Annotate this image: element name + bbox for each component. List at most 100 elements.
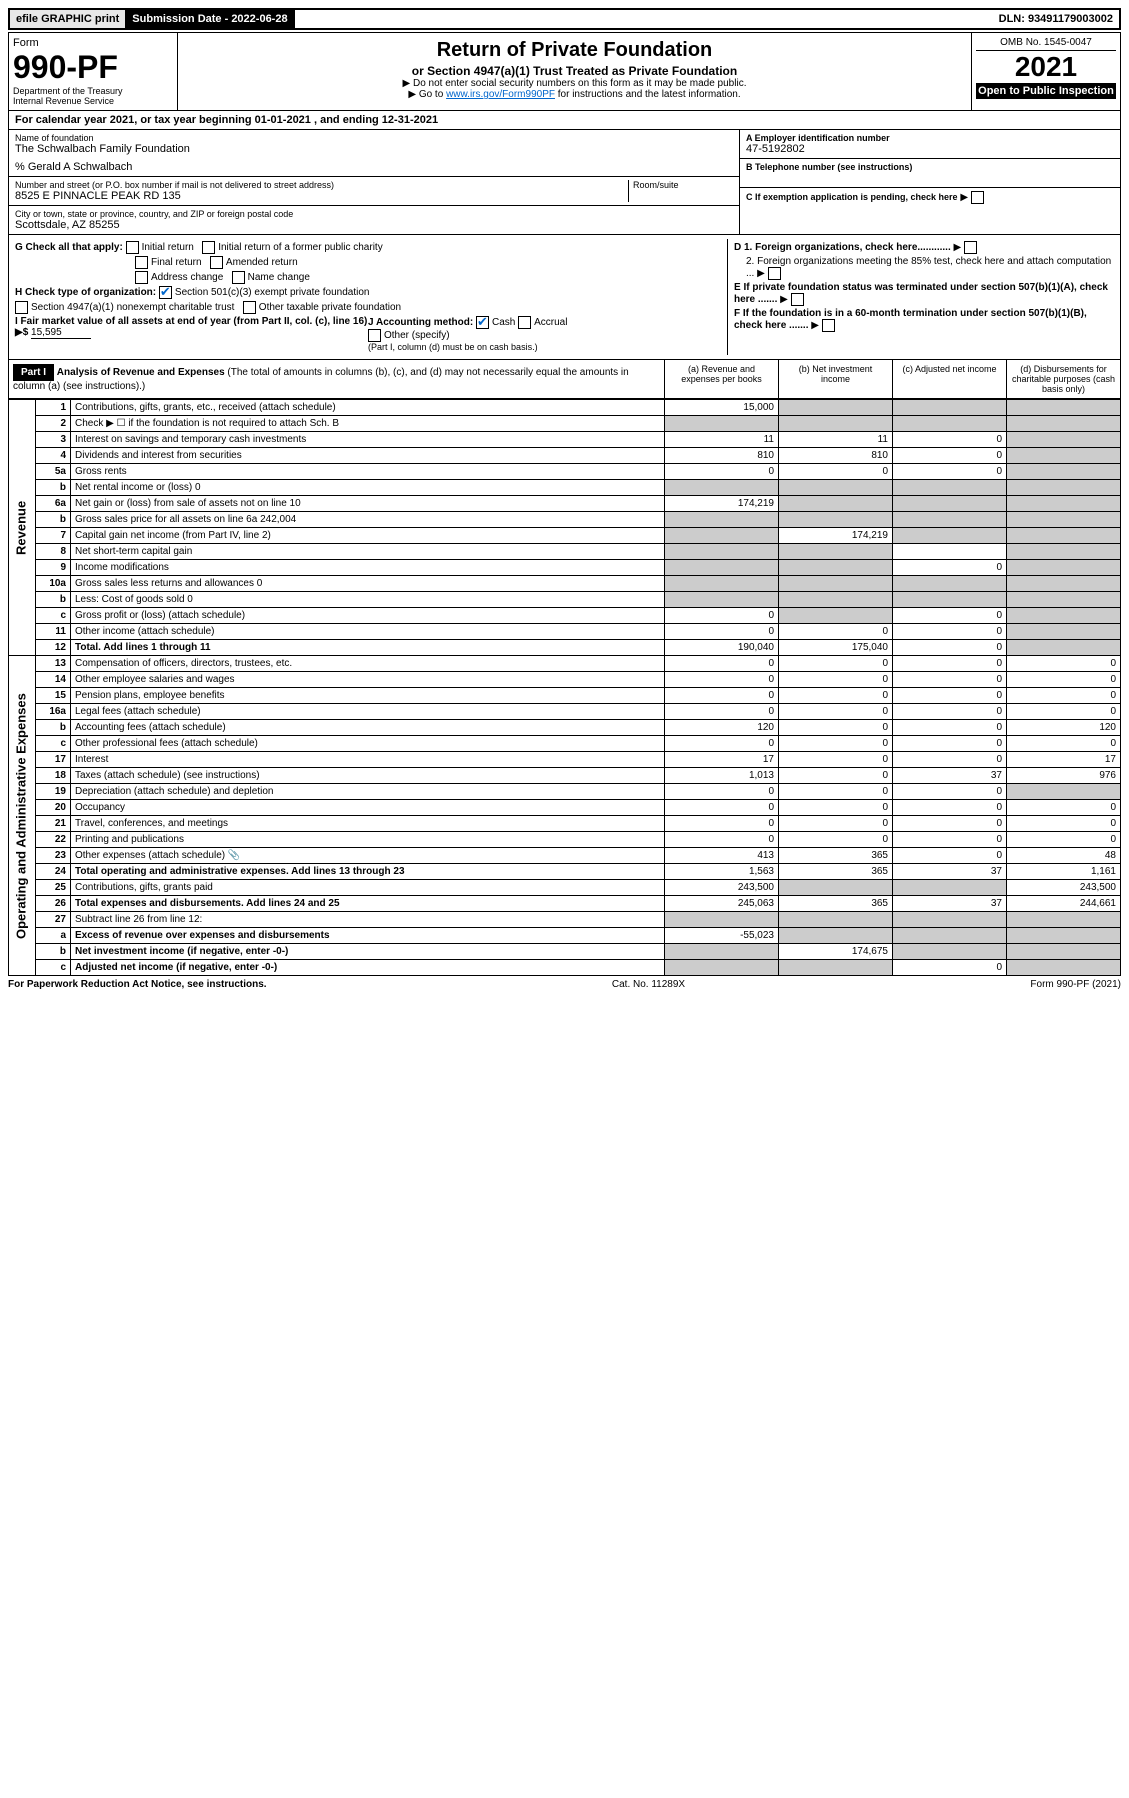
line-number: 14	[36, 672, 71, 688]
footer-left: For Paperwork Reduction Act Notice, see …	[8, 979, 267, 990]
line-number: 20	[36, 800, 71, 816]
amount-cell: 1,013	[665, 768, 779, 784]
amount-cell: 413	[665, 848, 779, 864]
amount-cell: 11	[665, 432, 779, 448]
amount-cell: 15,000	[665, 400, 779, 416]
amount-cell: 174,675	[779, 944, 893, 960]
line-number: b	[36, 480, 71, 496]
line-number: c	[36, 608, 71, 624]
calendar-year-line: For calendar year 2021, or tax year begi…	[8, 111, 1121, 130]
room-label: Room/suite	[633, 180, 733, 190]
table-row: 19Depreciation (attach schedule) and dep…	[9, 784, 1121, 800]
amount-cell: 0	[893, 640, 1007, 656]
ein-label: A Employer identification number	[746, 133, 1114, 143]
h-opt-1: Section 501(c)(3) exempt private foundat…	[175, 287, 370, 298]
line-number: a	[36, 928, 71, 944]
line-number: b	[36, 944, 71, 960]
amount-cell	[779, 912, 893, 928]
f-checkbox[interactable]	[822, 319, 835, 332]
amount-cell	[1007, 640, 1121, 656]
table-row: cAdjusted net income (if negative, enter…	[9, 960, 1121, 976]
g-initial-public[interactable]	[202, 241, 215, 254]
col-d-header: (d) Disbursements for charitable purpose…	[1006, 360, 1120, 398]
amount-cell	[893, 912, 1007, 928]
dln: DLN: 93491179003002	[993, 10, 1119, 28]
city-state-zip: Scottsdale, AZ 85255	[15, 219, 733, 231]
g-amended[interactable]	[210, 256, 223, 269]
amount-cell: 0	[893, 688, 1007, 704]
j-cash-checkbox[interactable]	[476, 316, 489, 329]
amount-cell	[893, 880, 1007, 896]
g-final-return[interactable]	[135, 256, 148, 269]
amount-cell	[1007, 496, 1121, 512]
amount-cell: 0	[1007, 656, 1121, 672]
line-description: Interest	[71, 752, 665, 768]
h-other-checkbox[interactable]	[243, 301, 256, 314]
line-number: 23	[36, 848, 71, 864]
form990pf-link[interactable]: www.irs.gov/Form990PF	[446, 89, 555, 100]
amount-cell: 0	[779, 800, 893, 816]
amount-cell: 0	[1007, 672, 1121, 688]
amount-cell	[665, 560, 779, 576]
amount-cell	[893, 480, 1007, 496]
line-description: Net rental income or (loss) 0	[71, 480, 665, 496]
amount-cell: 190,040	[665, 640, 779, 656]
amount-cell	[893, 528, 1007, 544]
h-4947-checkbox[interactable]	[15, 301, 28, 314]
side-label-expenses: Operating and Administrative Expenses	[9, 656, 36, 976]
line-number: 12	[36, 640, 71, 656]
d1-checkbox[interactable]	[964, 241, 977, 254]
amount-cell	[779, 576, 893, 592]
table-row: 25Contributions, gifts, grants paid243,5…	[9, 880, 1121, 896]
amount-cell: 0	[1007, 800, 1121, 816]
efile-print-button[interactable]: efile GRAPHIC print	[10, 10, 126, 28]
footer-cat: Cat. No. 11289X	[612, 979, 685, 990]
amount-cell	[779, 608, 893, 624]
table-row: 6aNet gain or (loss) from sale of assets…	[9, 496, 1121, 512]
table-row: 26Total expenses and disbursements. Add …	[9, 896, 1121, 912]
amount-cell: 0	[779, 720, 893, 736]
table-row: 15Pension plans, employee benefits0000	[9, 688, 1121, 704]
e-checkbox[interactable]	[791, 293, 804, 306]
line-number: 18	[36, 768, 71, 784]
amount-cell	[665, 944, 779, 960]
side-label-revenue: Revenue	[9, 400, 36, 656]
table-row: 3Interest on savings and temporary cash …	[9, 432, 1121, 448]
g-address-change[interactable]	[135, 271, 148, 284]
amount-cell	[779, 512, 893, 528]
line-number: 26	[36, 896, 71, 912]
col-a-header: (a) Revenue and expenses per books	[664, 360, 778, 398]
g-name-change[interactable]	[232, 271, 245, 284]
col-b-header: (b) Net investment income	[778, 360, 892, 398]
amount-cell: 0	[1007, 816, 1121, 832]
j-other-checkbox[interactable]	[368, 329, 381, 342]
line-description: Other employee salaries and wages	[71, 672, 665, 688]
line-number: 17	[36, 752, 71, 768]
line-number: 4	[36, 448, 71, 464]
line-description: Total expenses and disbursements. Add li…	[71, 896, 665, 912]
d2-checkbox[interactable]	[768, 267, 781, 280]
amount-cell	[1007, 432, 1121, 448]
g-initial-return[interactable]	[126, 241, 139, 254]
i-value: 15,595	[31, 327, 91, 339]
amount-cell: 0	[893, 800, 1007, 816]
table-row: 17Interest170017	[9, 752, 1121, 768]
line-number: b	[36, 592, 71, 608]
amount-cell	[665, 480, 779, 496]
page-footer: For Paperwork Reduction Act Notice, see …	[8, 976, 1121, 993]
line-description: Total operating and administrative expen…	[71, 864, 665, 880]
h-501c3-checkbox[interactable]	[159, 286, 172, 299]
table-row: 2Check ▶ ☐ if the foundation is not requ…	[9, 416, 1121, 432]
line-description: Other income (attach schedule)	[71, 624, 665, 640]
line-number: 24	[36, 864, 71, 880]
g-label: G Check all that apply:	[15, 242, 123, 253]
line-description: Dividends and interest from securities	[71, 448, 665, 464]
line-description: Check ▶ ☐ if the foundation is not requi…	[71, 416, 665, 432]
foundation-name-label: Name of foundation	[15, 133, 733, 143]
c-checkbox[interactable]	[971, 191, 984, 204]
j-accrual-checkbox[interactable]	[518, 316, 531, 329]
amount-cell	[893, 400, 1007, 416]
line-description: Occupancy	[71, 800, 665, 816]
g-opt-1: Final return	[151, 257, 202, 268]
footer-form: Form 990-PF (2021)	[1030, 979, 1121, 990]
